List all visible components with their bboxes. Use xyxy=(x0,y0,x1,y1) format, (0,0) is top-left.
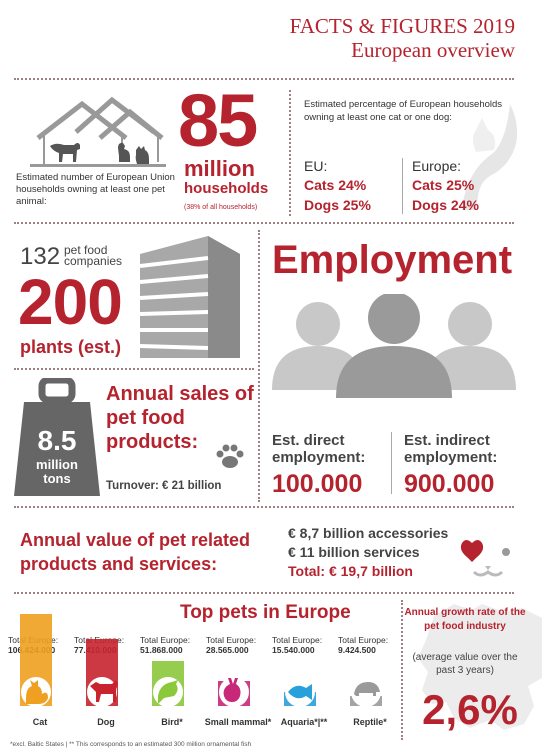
divider xyxy=(402,158,403,214)
growth-title: Annual growth rate of the pet food indus… xyxy=(404,607,526,632)
direct-employment-value: 100.000 xyxy=(272,470,363,498)
indirect-employment-value: 900.000 xyxy=(404,470,495,498)
cat-dog-silhouette-icon xyxy=(462,104,518,210)
weight-unit: million xyxy=(36,457,78,472)
ownership-caption: Estimated percentage of European househo… xyxy=(304,99,503,123)
paw-icon xyxy=(216,444,244,468)
accessories: € 8,7 billion accessories xyxy=(288,525,449,541)
divider xyxy=(14,506,514,508)
weight-value: 8.5 xyxy=(37,425,77,456)
building-icon xyxy=(140,236,240,358)
eu-label: EU: xyxy=(304,158,328,174)
growth-subtitle: (average value over the past 3 years) xyxy=(412,652,518,676)
europe-label: Europe: xyxy=(412,158,462,174)
pet-total-value: 51.868.000 xyxy=(140,645,183,655)
turnover: Turnover: € 21 billion xyxy=(106,480,222,492)
footnote: *excl. Baltic States | ** This correspon… xyxy=(10,741,252,748)
pet-name: Small mammal* xyxy=(204,717,272,727)
weight-unit2: tons xyxy=(43,471,71,486)
households-number: 85 xyxy=(178,79,258,162)
pet-face-heart-icon xyxy=(460,540,510,577)
fish-icon xyxy=(285,677,315,707)
cat-icon xyxy=(21,677,51,707)
pet-total-value: 15.540.000 xyxy=(272,645,315,655)
households-unit: million xyxy=(184,156,255,181)
companies-label2: companies xyxy=(64,254,123,268)
pet-name: Dog xyxy=(97,717,115,727)
pet-name: Cat xyxy=(32,717,48,727)
services: € 11 billion services xyxy=(288,544,420,560)
europe-dogs: Dogs 24% xyxy=(412,197,479,213)
divider xyxy=(14,368,254,370)
europe-cats: Cats 25% xyxy=(412,177,475,193)
households-caption: Estimated number of European Union house… xyxy=(16,172,175,207)
sales-title: Annual sales of pet food products: xyxy=(106,383,254,453)
employment-title: Employment xyxy=(272,238,513,282)
eu-dogs: Dogs 25% xyxy=(304,197,371,213)
pet-total-label: Total Europe: xyxy=(206,635,257,645)
households-note: (38% of all households) xyxy=(184,204,258,211)
companies-count: 132 xyxy=(20,243,61,270)
divider xyxy=(14,222,514,224)
annual-value-title: Annual value of pet related products and… xyxy=(20,530,251,574)
people-icon xyxy=(272,294,516,398)
eu-cats: Cats 24% xyxy=(304,177,367,193)
pet-name: Bird* xyxy=(161,717,183,727)
companies-label1: pet food xyxy=(64,243,108,257)
plants-label: plants (est.) xyxy=(20,337,122,357)
houses-pets-icon xyxy=(30,96,166,167)
direct-employment-label: Est. direct employment: xyxy=(272,432,366,466)
divider xyxy=(258,230,260,502)
turtle-icon xyxy=(351,677,381,707)
divider xyxy=(289,90,291,216)
top-pets-title: Top pets in Europe xyxy=(180,602,351,623)
pet-total-label: Total Europe: xyxy=(338,635,389,645)
divider xyxy=(14,78,514,80)
europe-map-icon xyxy=(418,604,542,730)
page-title: FACTS & FIGURES 2019 xyxy=(289,14,515,38)
growth-value: 2,6% xyxy=(422,686,518,733)
divider xyxy=(14,592,514,594)
pet-total-value: 9.424.500 xyxy=(338,645,376,655)
page-subtitle: European overview xyxy=(351,38,515,62)
total-value: Total: € 19,7 billion xyxy=(288,563,413,579)
pet-total-label: Total Europe: xyxy=(272,635,323,645)
divider xyxy=(391,432,392,494)
rabbit-icon xyxy=(219,677,249,707)
households-unit2: households xyxy=(184,180,269,197)
weight-icon xyxy=(14,378,100,496)
plants-number: 200 xyxy=(18,266,123,338)
bird-icon xyxy=(153,677,183,707)
pet-name: Reptile* xyxy=(353,717,387,727)
pet-total-label: Total Europe: xyxy=(140,635,191,645)
indirect-employment-label: Est. indirect employment: xyxy=(404,432,498,466)
dog-icon xyxy=(87,677,118,707)
pet-total-value: 28.565.000 xyxy=(206,645,249,655)
pet-name: Aquaria*|** xyxy=(280,717,328,727)
divider xyxy=(401,600,403,740)
